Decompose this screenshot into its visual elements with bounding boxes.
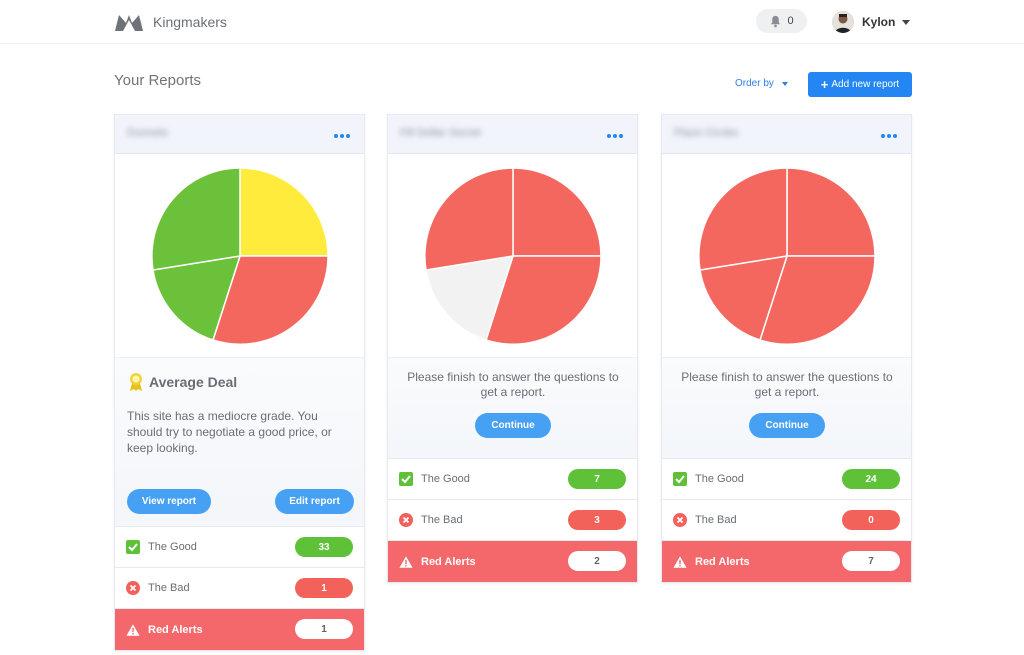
pie-slice-red-small — [699, 255, 789, 341]
alert-label: Red Alerts — [148, 623, 203, 636]
user-name: Kylon — [862, 15, 896, 29]
pie-slice-green-large — [151, 167, 241, 271]
alert-row: Red Alerts 7 — [662, 541, 911, 582]
user-menu[interactable]: Kylon — [832, 10, 911, 34]
close-circle-icon — [126, 581, 140, 595]
pie-slice-red-left — [424, 167, 514, 271]
bad-row: The Bad 3 — [388, 500, 637, 541]
top-bar: Kingmakers 0 Kylon — [0, 0, 1024, 44]
bad-row: The Bad 1 — [115, 568, 364, 609]
order-by-label: Order by — [735, 78, 774, 89]
bad-label: The Bad — [421, 514, 463, 526]
pie-slice-red-bottom — [759, 255, 876, 345]
pie-chart — [115, 154, 364, 358]
alert-count: 7 — [842, 551, 900, 571]
pie-slice-red-top — [512, 167, 602, 257]
pie-slice-red-top — [786, 167, 876, 257]
more-options-icon[interactable] — [607, 134, 623, 138]
card-header: Place Circles — [662, 115, 911, 154]
good-row: The Good 33 — [115, 527, 364, 568]
crown-logo-icon — [115, 15, 143, 31]
report-summary: Average Deal This site has a mediocre gr… — [115, 358, 364, 527]
order-by-dropdown[interactable]: Order by — [735, 78, 788, 89]
report-card: Place Circles Please finish to answer th… — [661, 114, 912, 583]
alert-row: Red Alerts 1 — [115, 609, 364, 650]
notifications-button[interactable]: 0 — [756, 9, 807, 33]
avatar — [832, 11, 854, 33]
pie-slice-red-left — [698, 167, 788, 271]
checkbox-check-icon — [126, 540, 140, 554]
grade-description: This site has a mediocre grade. You shou… — [127, 409, 332, 455]
card-header: Fill Dollar Secret — [388, 115, 637, 154]
chevron-down-icon — [781, 81, 788, 86]
brand[interactable]: Kingmakers — [114, 10, 227, 34]
alert-label: Red Alerts — [421, 555, 476, 568]
checkbox-check-icon — [673, 472, 687, 486]
alert-row: Red Alerts 2 — [388, 541, 637, 582]
good-label: The Good — [421, 473, 470, 485]
good-label: The Good — [148, 541, 197, 553]
good-count: 33 — [295, 537, 353, 557]
finish-message: Please finish to answer the questions to… — [407, 370, 619, 399]
report-summary: Please finish to answer the questions to… — [662, 358, 911, 459]
continue-button[interactable]: Continue — [475, 413, 551, 438]
report-name: Place Circles — [674, 127, 739, 139]
add-report-button[interactable]: + Add new report — [808, 72, 912, 97]
grade-label: Average Deal — [149, 374, 238, 390]
brand-name: Kingmakers — [153, 14, 227, 30]
finish-message: Please finish to answer the questions to… — [681, 370, 893, 399]
bad-label: The Bad — [148, 582, 190, 594]
alert-count: 1 — [295, 619, 353, 639]
report-name: Dunnelo — [127, 127, 168, 139]
warning-icon — [673, 555, 687, 569]
alert-label: Red Alerts — [695, 555, 750, 568]
warning-icon — [126, 623, 140, 637]
card-header: Dunnelo — [115, 115, 364, 154]
view-report-button[interactable]: View report — [127, 489, 211, 514]
good-count: 7 — [568, 469, 626, 489]
pie-slice-green-small — [152, 255, 242, 341]
bad-row: The Bad 0 — [662, 500, 911, 541]
continue-button[interactable]: Continue — [749, 413, 825, 438]
pie-slice-red — [212, 255, 329, 345]
more-options-icon[interactable] — [881, 134, 897, 138]
bad-count: 0 — [842, 510, 900, 530]
good-row: The Good 7 — [388, 459, 637, 500]
more-options-icon[interactable] — [334, 134, 350, 138]
award-ribbon-icon — [130, 373, 142, 391]
checkbox-check-icon — [399, 472, 413, 486]
report-summary: Please finish to answer the questions to… — [388, 358, 637, 459]
pie-slice-yellow — [239, 167, 329, 257]
pie-slice-grey — [425, 255, 515, 341]
bad-count: 1 — [295, 578, 353, 598]
good-count: 24 — [842, 469, 900, 489]
chevron-down-icon — [902, 19, 911, 25]
pie-chart — [388, 154, 637, 358]
bad-count: 3 — [568, 510, 626, 530]
alert-count: 2 — [568, 551, 626, 571]
grade-title: Average Deal — [127, 372, 237, 392]
good-row: The Good 24 — [662, 459, 911, 500]
bad-label: The Bad — [695, 514, 737, 526]
close-circle-icon — [399, 513, 413, 527]
report-card: Fill Dollar Secret Please finish to answ… — [387, 114, 638, 583]
warning-icon — [399, 555, 413, 569]
close-circle-icon — [673, 513, 687, 527]
good-label: The Good — [695, 473, 744, 485]
report-name: Fill Dollar Secret — [400, 127, 481, 139]
bell-icon — [771, 15, 781, 27]
page-title: Your Reports — [114, 72, 201, 89]
edit-report-button[interactable]: Edit report — [275, 489, 354, 514]
plus-icon: + — [820, 76, 829, 92]
report-card: Dunnelo Average Deal This site has a med… — [114, 114, 365, 651]
notifications-count: 0 — [787, 15, 794, 27]
add-report-label: Add new report — [831, 79, 900, 90]
pie-slice-red-bottom — [485, 255, 602, 345]
pie-chart — [662, 154, 911, 358]
